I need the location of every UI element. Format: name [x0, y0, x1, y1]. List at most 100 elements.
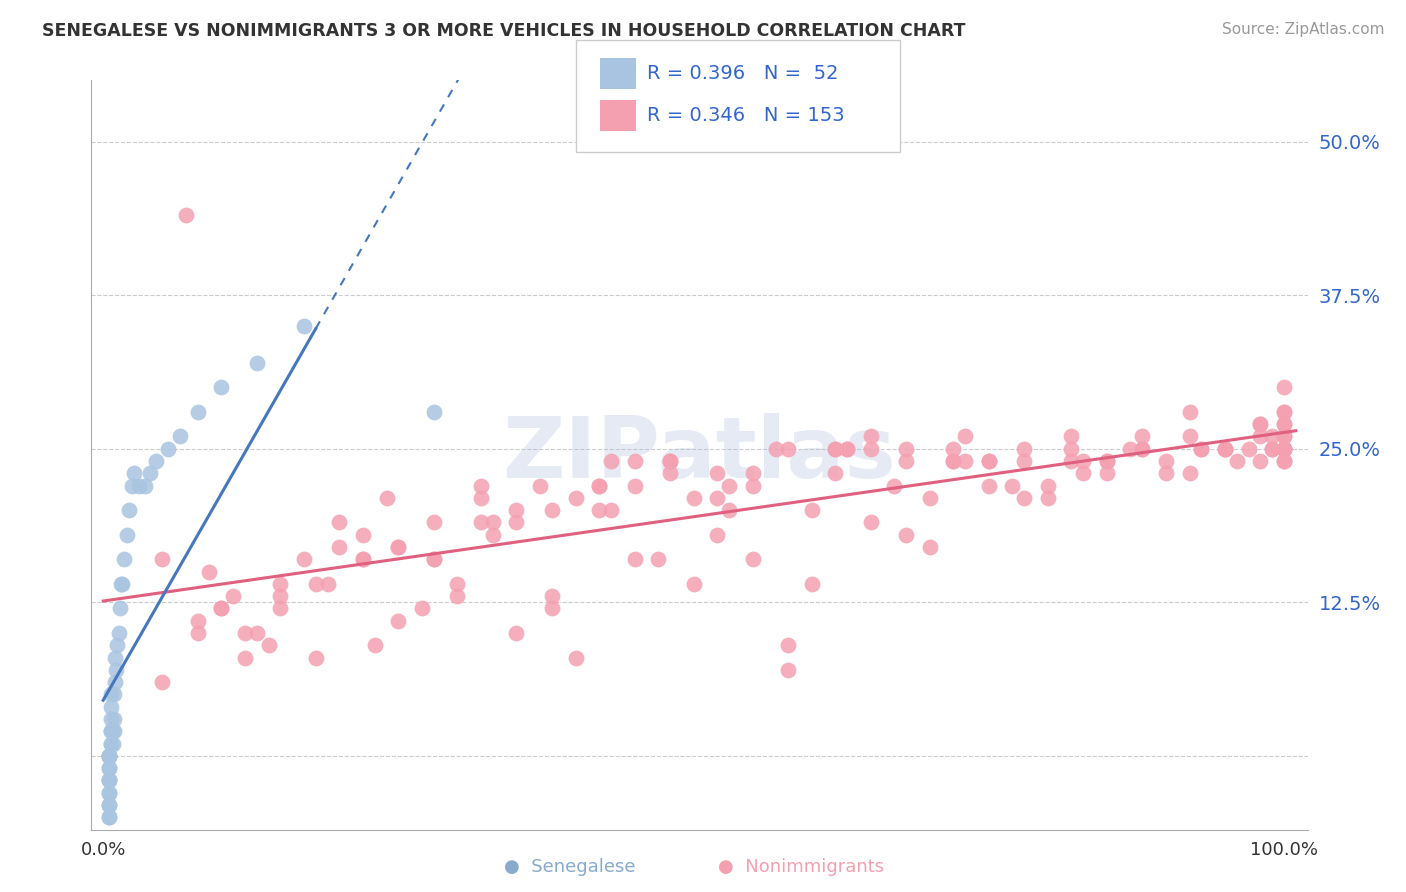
Point: [233, 650, 256, 665]
Point: [305, 650, 328, 665]
Point: [364, 638, 387, 652]
Point: [352, 528, 374, 542]
Point: [1272, 454, 1295, 468]
Point: [101, 737, 124, 751]
Point: [352, 552, 374, 566]
Point: [564, 491, 586, 505]
Point: [103, 712, 125, 726]
Point: [824, 442, 846, 456]
Point: [541, 503, 564, 517]
Point: [1272, 442, 1295, 456]
Point: [233, 626, 256, 640]
Point: [411, 601, 433, 615]
Point: [1249, 454, 1271, 468]
Point: [1249, 417, 1271, 432]
Point: [1071, 454, 1094, 468]
Point: [98, 797, 121, 812]
Point: [706, 467, 728, 481]
Point: [387, 540, 409, 554]
Point: [1272, 405, 1295, 419]
Point: [717, 478, 740, 492]
Point: [883, 478, 905, 492]
Point: [1272, 454, 1295, 468]
Point: [114, 552, 136, 566]
Point: [269, 577, 291, 591]
Point: [647, 552, 669, 566]
Point: [375, 491, 398, 505]
Point: [328, 540, 350, 554]
Point: [292, 552, 315, 566]
Point: [706, 491, 728, 505]
Point: [118, 503, 141, 517]
Point: [1272, 442, 1295, 456]
Point: [209, 380, 232, 394]
Point: [100, 724, 122, 739]
Point: [387, 540, 409, 554]
Point: [269, 589, 291, 603]
Point: [103, 724, 125, 739]
Point: [1261, 429, 1284, 443]
Text: R = 0.396   N =  52: R = 0.396 N = 52: [647, 63, 838, 83]
Point: [1130, 442, 1153, 456]
Point: [98, 748, 121, 763]
Point: [1272, 417, 1295, 432]
Point: [977, 454, 1000, 468]
Point: [446, 577, 468, 591]
Point: [98, 810, 121, 824]
Point: [1213, 442, 1236, 456]
Point: [1071, 467, 1094, 481]
Point: [741, 478, 763, 492]
Point: [98, 773, 121, 788]
Point: [115, 528, 138, 542]
Point: [1154, 454, 1177, 468]
Point: [292, 318, 315, 333]
Point: [1272, 380, 1295, 394]
Point: [1272, 417, 1295, 432]
Point: [423, 552, 446, 566]
Point: [942, 442, 965, 456]
Point: [98, 748, 121, 763]
Point: [1272, 442, 1295, 456]
Point: [1095, 467, 1118, 481]
Point: [470, 478, 492, 492]
Point: [246, 626, 269, 640]
Point: [1178, 405, 1201, 419]
Point: [98, 761, 121, 775]
Point: [98, 748, 121, 763]
Point: [1119, 442, 1142, 456]
Point: [1213, 442, 1236, 456]
Point: [105, 638, 128, 652]
Point: [1036, 478, 1059, 492]
Point: [222, 589, 245, 603]
Point: [1272, 429, 1295, 443]
Point: [1060, 442, 1083, 456]
Point: [1060, 454, 1083, 468]
Point: [423, 405, 446, 419]
Text: ZIPatlas: ZIPatlas: [502, 413, 897, 497]
Point: [835, 442, 858, 456]
Point: [101, 724, 124, 739]
Point: [1261, 442, 1284, 456]
Point: [139, 467, 162, 481]
Point: [741, 552, 763, 566]
Point: [505, 516, 527, 530]
Point: [529, 478, 551, 492]
Point: [1272, 442, 1295, 456]
Point: [541, 601, 564, 615]
Point: [111, 577, 134, 591]
Point: [446, 589, 468, 603]
Point: [470, 491, 492, 505]
Point: [100, 699, 122, 714]
Point: [423, 516, 446, 530]
Point: [717, 503, 740, 517]
Point: [588, 478, 610, 492]
Point: [103, 688, 125, 702]
Point: [246, 356, 269, 370]
Point: [104, 650, 127, 665]
Point: [134, 478, 156, 492]
Point: [1095, 454, 1118, 468]
Point: [257, 638, 280, 652]
Point: [505, 503, 527, 517]
Point: [98, 773, 121, 788]
Point: [659, 454, 682, 468]
